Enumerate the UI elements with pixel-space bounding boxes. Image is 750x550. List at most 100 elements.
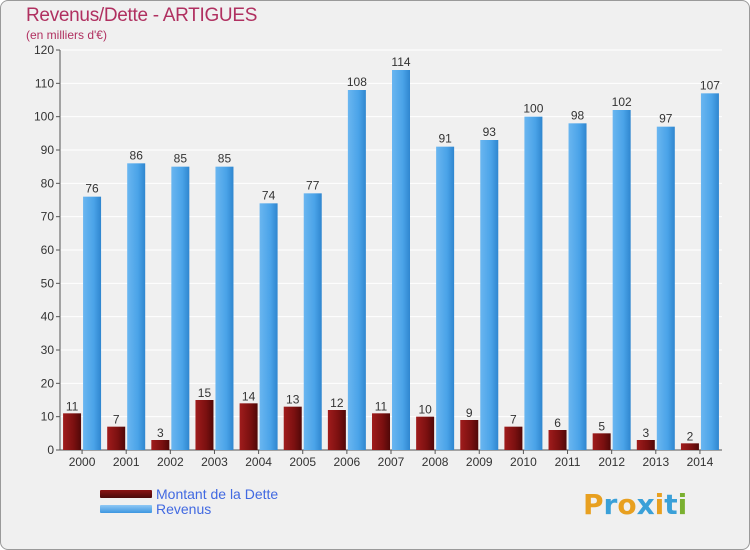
y-tick-label: 80 — [41, 176, 55, 190]
y-tick-label: 110 — [35, 76, 54, 90]
bar-dette — [63, 413, 82, 450]
logo-letter: P — [583, 488, 604, 521]
bar-revenus — [171, 166, 190, 450]
bar-dette — [151, 440, 170, 450]
bar-revenus — [568, 123, 587, 450]
chart-legend: Montant de la Dette Revenus — [100, 485, 279, 517]
data-label-dette: 15 — [198, 386, 212, 400]
logo-letter: i — [677, 488, 688, 521]
x-tick-label: 2005 — [289, 455, 316, 469]
bar-revenus — [215, 166, 234, 450]
data-label-revenus: 85 — [218, 152, 232, 166]
chart-subtitle: (en milliers d'€) — [26, 28, 107, 42]
x-tick-label: 2007 — [378, 455, 405, 469]
legend-item-dette: Montant de la Dette — [100, 485, 279, 502]
legend-swatch-revenus — [100, 504, 152, 513]
data-label-revenus: 76 — [85, 182, 99, 196]
data-label-dette: 3 — [157, 426, 164, 440]
y-tick-label: 100 — [34, 110, 54, 124]
logo-letter: t — [664, 488, 678, 521]
bar-dette — [636, 440, 655, 450]
bar-revenus — [524, 116, 543, 451]
data-label-dette: 14 — [242, 389, 256, 403]
bar-dette — [327, 410, 346, 450]
bar-revenus — [259, 203, 278, 450]
data-label-revenus: 74 — [262, 188, 276, 202]
y-tick-label: 70 — [41, 210, 55, 224]
y-tick-label: 0 — [47, 443, 54, 457]
logo-letter: i — [654, 488, 665, 521]
bar-revenus — [347, 90, 366, 450]
y-tick-label: 90 — [41, 143, 55, 157]
x-tick-label: 2006 — [334, 455, 361, 469]
bar-revenus — [392, 70, 410, 450]
bar-dette — [107, 426, 126, 450]
bar-dette — [239, 403, 258, 450]
bar-revenus — [612, 110, 631, 450]
y-tick-label: 30 — [41, 343, 55, 357]
bar-dette — [372, 413, 390, 450]
data-label-dette: 7 — [510, 413, 517, 427]
data-label-revenus: 107 — [700, 78, 720, 92]
data-label-dette: 12 — [330, 396, 344, 410]
data-label-dette: 11 — [375, 399, 388, 413]
data-label-revenus: 100 — [523, 102, 543, 116]
legend-label-revenus: Revenus — [156, 500, 212, 517]
data-label-revenus: 108 — [347, 75, 367, 89]
data-label-revenus: 98 — [571, 108, 585, 122]
x-tick-label: 2001 — [113, 455, 140, 469]
legend-item-revenus: Revenus — [100, 500, 278, 517]
x-tick-label: 2010 — [510, 455, 537, 469]
bar-revenus — [480, 140, 499, 450]
data-label-revenus: 91 — [438, 132, 452, 146]
y-tick-label: 40 — [41, 310, 55, 324]
data-label-dette: 2 — [687, 429, 694, 443]
proxiti-logo: Proxiti — [583, 488, 687, 521]
x-tick-label: 2000 — [69, 455, 96, 469]
x-tick-label: 2013 — [642, 455, 669, 469]
x-tick-label: 2011 — [555, 455, 581, 469]
data-label-dette: 9 — [466, 406, 473, 420]
data-label-revenus: 86 — [130, 148, 144, 162]
legend-swatch-dette — [100, 489, 152, 498]
data-label-dette: 7 — [113, 413, 120, 427]
x-tick-label: 2002 — [157, 455, 184, 469]
y-tick-label: 120 — [34, 43, 54, 57]
data-label-dette: 3 — [642, 426, 649, 440]
bar-dette — [460, 420, 479, 450]
data-label-dette: 11 — [66, 399, 79, 413]
data-label-dette: 13 — [286, 393, 300, 407]
x-tick-label: 2012 — [598, 455, 625, 469]
bar-revenus — [656, 126, 675, 451]
logo-letter: x — [636, 488, 655, 521]
y-tick-label: 50 — [41, 276, 55, 290]
data-label-revenus: 102 — [612, 95, 632, 109]
legend-label-dette: Montant de la Dette — [156, 485, 279, 502]
data-label-revenus: 114 — [391, 55, 410, 69]
data-label-dette: 10 — [418, 403, 432, 417]
bar-revenus — [83, 196, 102, 450]
bar-dette — [592, 433, 611, 450]
x-tick-label: 2009 — [466, 455, 493, 469]
bar-dette — [548, 430, 567, 450]
bar-dette — [504, 426, 523, 450]
bar-dette — [680, 443, 699, 450]
x-tick-label: 2014 — [687, 455, 714, 469]
bar-dette — [195, 400, 214, 450]
logo-letter: r — [603, 488, 618, 521]
bar-revenus — [436, 146, 455, 450]
x-tick-label: 2003 — [201, 455, 228, 469]
y-tick-label: 10 — [41, 410, 55, 424]
bar-dette — [416, 416, 435, 450]
logo-letter: o — [617, 488, 637, 521]
data-label-revenus: 77 — [306, 178, 320, 192]
x-tick-label: 2004 — [245, 455, 272, 469]
y-tick-label: 60 — [41, 243, 55, 257]
chart-title: Revenus/Dette - ARTIGUES — [26, 5, 258, 26]
data-label-revenus: 97 — [659, 112, 673, 126]
x-tick-label: 2008 — [422, 455, 449, 469]
bar-dette — [283, 406, 302, 450]
data-label-dette: 5 — [598, 419, 605, 433]
y-tick-label: 20 — [41, 376, 55, 390]
